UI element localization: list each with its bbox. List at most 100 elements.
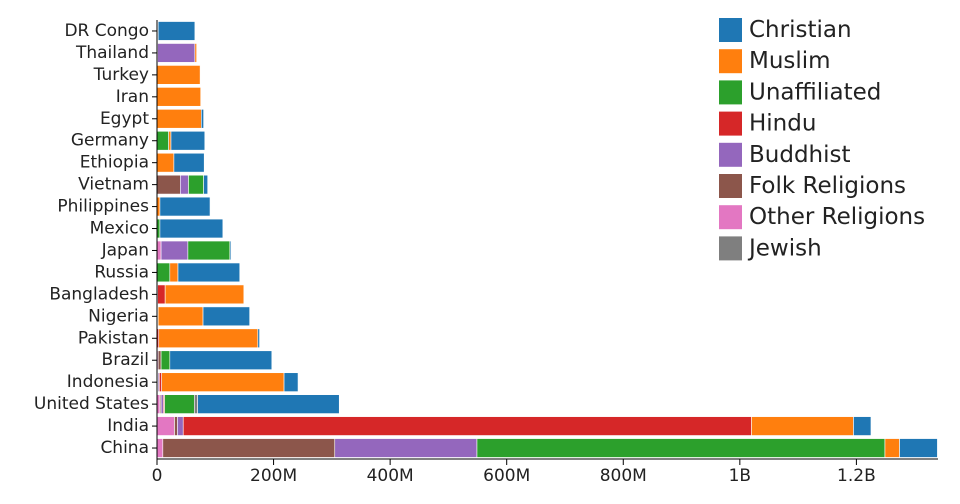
bar-segment-india-hindu xyxy=(182,416,752,436)
bar-segment-china-muslim xyxy=(884,438,900,458)
legend-swatch xyxy=(719,174,742,198)
x-tick-label: 800M xyxy=(600,466,647,486)
bar-segment-turkey-muslim xyxy=(156,65,201,85)
legend-item-christian: Christian xyxy=(719,17,852,43)
legend-swatch xyxy=(719,205,742,230)
bar-segment-brazil-folk-religions xyxy=(157,350,162,370)
bar-segment-vietnam-christian xyxy=(203,174,209,195)
x-tick-label: 0 xyxy=(152,466,163,486)
legend-label: Other Religions xyxy=(749,204,925,230)
bar-segment-japan-buddhist xyxy=(160,240,189,261)
bar-segment-united-states-jewish xyxy=(194,394,198,414)
y-tick-label: Germany xyxy=(71,131,149,151)
bar-segment-india-folk-religions xyxy=(174,416,178,436)
bar-segment-united-states-christian xyxy=(197,394,340,414)
legend-item-muslim: Muslim xyxy=(719,48,831,74)
bar-segment-china-christian xyxy=(899,438,938,458)
bar-segment-thailand-buddhist xyxy=(157,43,196,63)
bar-segment-india-buddhist xyxy=(177,416,184,436)
bar-segment-brazil-unaffiliated xyxy=(160,350,171,370)
legend-label: Folk Religions xyxy=(749,173,906,199)
bar-segment-thailand-muslim xyxy=(194,43,197,63)
bar-segment-indonesia-christian xyxy=(283,372,299,392)
bar-segment-china-other-religions xyxy=(156,438,164,458)
bar-segment-nigeria-christian xyxy=(202,306,250,327)
legend-item-other-religions: Other Religions xyxy=(719,204,925,230)
bar-segment-philippines-christian xyxy=(159,196,211,217)
x-axis: 0 200M 400M 600M 800M 1B 1.2B xyxy=(152,458,938,486)
legend-label: Muslim xyxy=(749,48,831,74)
y-tick-label: Ethiopia xyxy=(80,153,149,173)
bar-segment-brazil-christian xyxy=(169,350,273,370)
bar-segment-russia-muslim xyxy=(169,262,179,283)
legend-swatch xyxy=(719,111,742,136)
y-tick-label: Japan xyxy=(101,240,149,260)
legend-swatch xyxy=(719,80,742,105)
y-tick-label: Nigeria xyxy=(88,306,149,326)
legend-swatch xyxy=(719,18,742,42)
y-tick-label: Pakistan xyxy=(78,328,149,348)
legend-label: Jewish xyxy=(747,235,822,261)
y-tick-label: Thailand xyxy=(75,43,149,63)
y-tick-label: India xyxy=(107,416,149,436)
legend-swatch xyxy=(719,142,742,167)
y-tick-label: Mexico xyxy=(90,219,149,239)
legend-swatch xyxy=(719,236,742,261)
x-tick-label: 600M xyxy=(483,466,530,486)
bar-segment-mexico-christian xyxy=(159,218,224,239)
x-tick-label: 1B xyxy=(729,466,751,486)
bar-segment-japan-unaffiliated xyxy=(187,240,231,261)
bar-segment-germany-christian xyxy=(170,130,206,151)
y-tick-label: Bangladesh xyxy=(49,284,149,304)
bar-segment-russia-unaffiliated xyxy=(156,262,171,283)
bar-segment-china-unaffiliated xyxy=(476,438,886,458)
y-tick-label: Iran xyxy=(116,87,149,107)
y-tick-label: Russia xyxy=(94,262,149,282)
y-tick-label: United States xyxy=(34,394,149,414)
bar-segment-vietnam-unaffiliated xyxy=(188,174,204,195)
y-tick-label: Philippines xyxy=(57,197,149,217)
y-tick-label: DR Congo xyxy=(64,21,149,41)
bar-segment-germany-muslim xyxy=(168,130,172,151)
bar-segment-japan-christian xyxy=(229,240,232,261)
bar-segment-china-buddhist xyxy=(334,438,478,458)
bar-segment-japan-other-religions xyxy=(156,240,162,261)
legend-label: Buddhist xyxy=(749,142,851,168)
bar-segment-egypt-christian xyxy=(200,109,204,129)
bar-segment-bangladesh-hindu xyxy=(157,284,166,305)
bar-segment-indonesia-hindu xyxy=(159,372,162,392)
y-tick-label: Indonesia xyxy=(67,372,149,392)
legend-label: Christian xyxy=(749,17,852,43)
bars-layer xyxy=(156,21,938,458)
x-tick-label: 400M xyxy=(367,466,414,486)
legend-item-buddhist: Buddhist xyxy=(719,142,851,168)
bar-segment-ethiopia-christian xyxy=(173,152,205,173)
bar-segment-ethiopia-muslim xyxy=(156,152,175,173)
bar-segment-india-christian xyxy=(853,416,872,436)
y-tick-label: Vietnam xyxy=(78,175,149,195)
bar-segment-china-folk-religions xyxy=(162,438,336,458)
bar-segment-egypt-muslim xyxy=(156,109,202,129)
x-tick-label: 1.2B xyxy=(837,466,876,486)
bar-segment-iran-muslim xyxy=(156,87,202,107)
bar-segment-nigeria-muslim xyxy=(157,306,204,327)
legend-label: Unaffiliated xyxy=(749,79,881,105)
legend-item-unaffiliated: Unaffiliated xyxy=(719,79,881,105)
y-tick-label: Brazil xyxy=(102,350,149,370)
bar-segment-pakistan-christian xyxy=(257,328,260,349)
bar-segment-united-states-unaffiliated xyxy=(164,394,195,414)
bar-segment-bangladesh-muslim xyxy=(164,284,245,305)
y-tick-label: Egypt xyxy=(100,109,149,129)
bar-segment-germany-unaffiliated xyxy=(156,130,169,151)
legend-label: Hindu xyxy=(749,111,816,137)
bar-segment-vietnam-buddhist xyxy=(180,174,189,195)
legend: Christian Muslim Unaffiliated Hindu Buddhist… xyxy=(719,17,925,261)
x-tick-label: 200M xyxy=(250,466,297,486)
legend-swatch xyxy=(719,49,742,74)
bar-segment-russia-christian xyxy=(177,262,241,283)
bar-segment-indonesia-muslim xyxy=(161,372,285,392)
bar-segment-vietnam-folk-religions xyxy=(156,174,181,195)
